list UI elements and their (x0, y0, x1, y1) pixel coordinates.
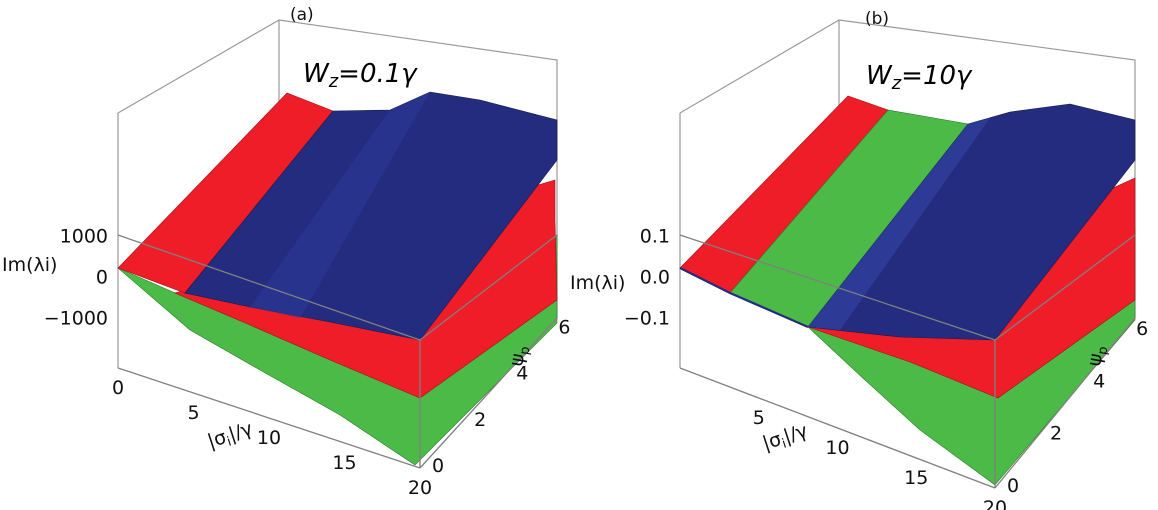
panel-a-x-tick: 0 (112, 377, 124, 399)
panel-a-y-tick: 0 (432, 455, 444, 477)
panel-a-x-tick: 5 (187, 402, 199, 424)
panel-b-y-ticks: 0 2 4 6 (1007, 318, 1148, 497)
panel-a-annotation: Wz=0.1γ (303, 59, 418, 92)
panel-a-box-front-top (117, 234, 421, 341)
panel-b-z-tick: 0.1 (640, 226, 670, 248)
panel-b-z-tick: 0.0 (640, 267, 670, 289)
panel-a-x-tick: 20 (408, 477, 432, 499)
panel-a-y-tick: 2 (474, 409, 486, 431)
panel-a-y-ticks: 0 2 4 6 (432, 317, 571, 477)
panel-b-xlabel: |σi|/γ (760, 420, 812, 458)
panel-a-zlabel: Im(λi) (2, 254, 57, 276)
panel-a-box-back (117, 19, 558, 318)
panel-a-xlabel: |σi|/γ (205, 418, 257, 456)
panel-a-box-bottom-left (117, 367, 421, 469)
panel-a-x-ticks: 0 5 10 15 20 (112, 377, 432, 499)
panel-a-box-bottom-right (419, 317, 558, 469)
panel-a-z-tick: −1000 (44, 308, 108, 330)
panel-b-label: (b) (865, 9, 889, 29)
panel-a-z-tick: 0 (96, 267, 108, 289)
panel-b-box-bottom-left (679, 367, 996, 489)
panel-b-y-tick: 4 (1093, 370, 1105, 392)
panel-b-y-tick: 6 (1136, 318, 1148, 340)
panel-b-ylabel: ψp (1083, 344, 1111, 369)
panel-b-x-tick: 20 (983, 497, 1007, 510)
panel-b-blue-sheen (808, 118, 990, 330)
panel-b-y-tick: 2 (1050, 423, 1062, 445)
panel-b-x-tick: 5 (753, 407, 765, 429)
panel-b-box-front-right (994, 234, 1136, 341)
panel-b-zlabel: Im(λi) (570, 272, 625, 294)
panel-b-x-tick: 15 (904, 467, 928, 489)
panel-b: (b) Wz=10γ Im(λi) 0.1 0.0 −0.1 5 10 15 20 0 2 4… (570, 9, 1148, 510)
panel-a-y-tick: 4 (516, 363, 528, 385)
panel-b-annotation: Wz=10γ (866, 61, 973, 94)
panel-b-x-tick: 10 (825, 437, 849, 459)
panel-b-y-tick: 0 (1007, 475, 1019, 497)
panel-a-y-tick: 6 (558, 317, 570, 339)
panel-b-z-ticks: 0.1 0.0 −0.1 (624, 226, 670, 330)
panel-a-x-tick: 15 (332, 452, 356, 474)
panel-a-x-tick: 10 (257, 427, 281, 449)
panel-a-blue-sheen (250, 92, 430, 318)
panel-a-z-tick: 1000 (60, 226, 108, 248)
panel-b-z-tick: −0.1 (624, 308, 670, 330)
panel-b-x-ticks: 5 10 15 20 (753, 407, 1007, 510)
panel-a-label: (a) (290, 5, 314, 25)
panel-a-z-ticks: 1000 0 −1000 (44, 226, 108, 330)
panel-b-blue-surface (807, 103, 1136, 341)
panel-b-blue-thin-edge (679, 267, 809, 329)
panel-b-box-bottom-right (994, 317, 1136, 489)
panel-b-box-front-top (679, 234, 996, 341)
panel-a-ylabel: ψp (505, 344, 533, 369)
panel-a-box-front-right (419, 234, 558, 341)
